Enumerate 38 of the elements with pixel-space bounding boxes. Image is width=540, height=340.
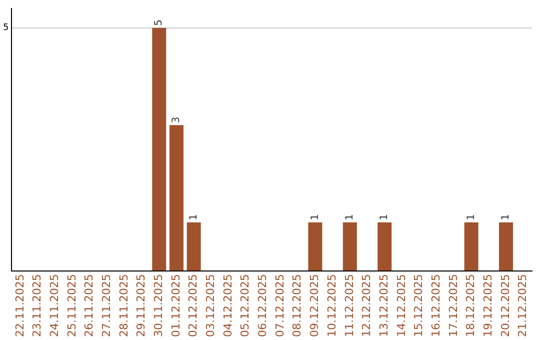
x-tick-label: 12.12.2025 [360,274,374,338]
x-tick-label: 10.12.2025 [325,274,338,338]
data-label: 5 [154,19,165,26]
x-tick-label: 27.11.2025 [100,274,113,338]
data-label: 1 [466,214,477,220]
data-label: 3 [171,116,182,124]
x-tick-label: 23.11.2025 [30,274,44,338]
x-tick-label: 28.11.2025 [117,274,130,338]
x-tick-label: 13.12.2025 [377,274,390,338]
x-tick-label: 16.12.2025 [429,274,442,338]
x-tick-label: 11.12.2025 [342,274,356,338]
x-tick-label: 15.12.2025 [412,274,426,338]
x-tick-label: 14.12.2025 [394,274,408,338]
x-tick-label: 05.12.2025 [238,274,252,338]
x-tick-label: 07.12.2025 [273,274,286,338]
x-tick-label: 29.11.2025 [134,274,148,338]
x-tick-label: 18.12.2025 [464,274,478,338]
data-label: 1 [310,214,321,220]
x-tick-label: 19.12.2025 [482,274,495,338]
x-tick-label: 06.12.2025 [256,274,270,338]
x-tick-label: 01.12.2025 [169,274,182,338]
x-tick-label: 21.12.2025 [516,274,530,338]
x-tick-label: 20.12.2025 [498,274,512,338]
x-tick-label: 04.12.2025 [221,274,234,338]
x-tick-label: 26.11.2025 [82,274,96,338]
x-tick-label: 22.11.2025 [13,274,26,338]
data-label: 1 [188,214,200,220]
x-tick-label: 17.12.2025 [446,274,460,338]
data-label: 1 [344,214,356,220]
x-tick-label: 30.11.2025 [152,274,165,338]
x-tick-label: 09.12.2025 [308,274,322,338]
x-tick-label: 03.12.2025 [204,274,218,338]
x-tick-label: 08.12.2025 [290,274,304,338]
data-label: 1 [500,214,512,220]
data-label: 1 [379,214,390,220]
x-tick-label: 24.11.2025 [48,274,61,338]
x-tick-label: 02.12.2025 [186,274,200,338]
x-tick-label: 25.11.2025 [65,274,78,338]
